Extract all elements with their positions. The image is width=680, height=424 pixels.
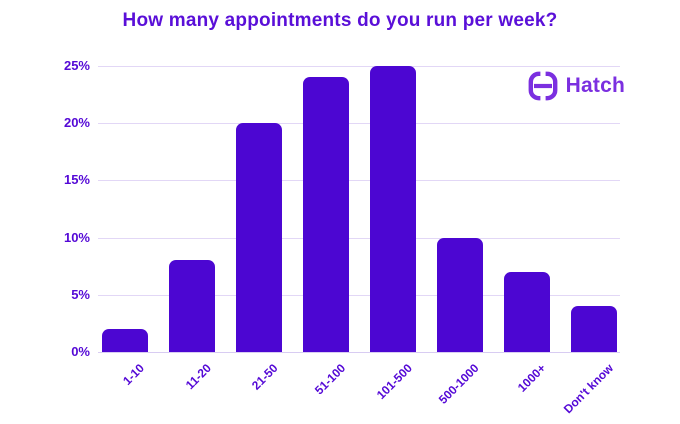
hatch-logo: Hatch xyxy=(528,71,625,101)
x-tick-label: Don't know xyxy=(560,361,616,417)
y-tick-label: 20% xyxy=(63,115,90,131)
x-tick-label: 1000+ xyxy=(515,361,549,395)
bar-1000+ xyxy=(504,271,550,352)
y-tick-label: 25% xyxy=(63,58,90,73)
y-tick-label: 5% xyxy=(71,286,90,302)
y-tick-label: 15% xyxy=(63,172,90,188)
bar-1-10 xyxy=(102,329,148,352)
bar-Don't know xyxy=(571,306,617,352)
x-tick-label: 500-1000 xyxy=(436,361,482,407)
bar-101-500 xyxy=(370,66,416,352)
gridline xyxy=(98,180,620,182)
chart-title: How many appointments do you run per wee… xyxy=(122,10,558,31)
x-axis-line xyxy=(98,352,620,353)
x-tick-label: 101-500 xyxy=(373,361,415,403)
gridline xyxy=(98,294,620,296)
x-tick-label: 11-20 xyxy=(182,361,214,393)
bar-500-1000 xyxy=(437,237,483,352)
gridline xyxy=(98,123,620,125)
x-tick-label: 21-50 xyxy=(249,361,281,393)
gridline xyxy=(98,66,620,67)
bar-21-50 xyxy=(236,123,282,352)
y-tick-label: 10% xyxy=(63,229,90,245)
hatch-h-icon xyxy=(528,71,558,101)
bar-51-100 xyxy=(303,77,349,352)
bar-11-20 xyxy=(169,260,215,352)
hatch-logo-text: Hatch xyxy=(565,74,625,97)
x-tick-label: 1-10 xyxy=(120,361,147,388)
y-tick-label: 0% xyxy=(71,344,90,359)
x-tick-label: 51-100 xyxy=(311,361,348,398)
gridline xyxy=(98,237,620,239)
